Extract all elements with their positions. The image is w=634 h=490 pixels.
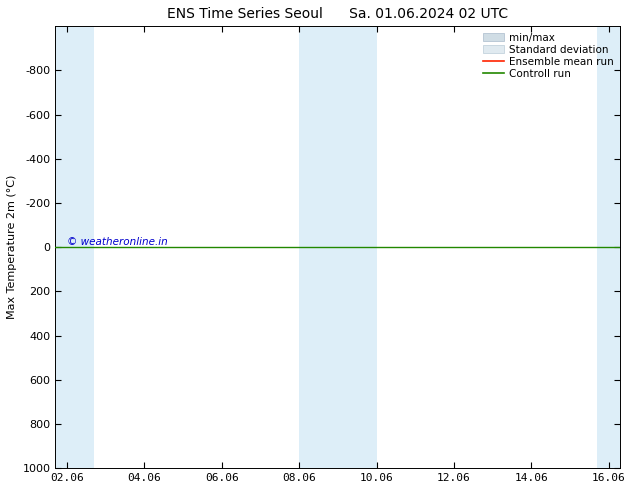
Y-axis label: Max Temperature 2m (°C): Max Temperature 2m (°C)	[7, 175, 17, 319]
Bar	[55, 26, 94, 468]
Bar	[597, 26, 620, 468]
Bar	[299, 26, 377, 468]
Legend: min/max, Standard deviation, Ensemble mean run, Controll run: min/max, Standard deviation, Ensemble me…	[480, 29, 617, 82]
Text: © weatheronline.in: © weatheronline.in	[67, 237, 167, 247]
Title: ENS Time Series Seoul      Sa. 01.06.2024 02 UTC: ENS Time Series Seoul Sa. 01.06.2024 02 …	[167, 7, 508, 21]
